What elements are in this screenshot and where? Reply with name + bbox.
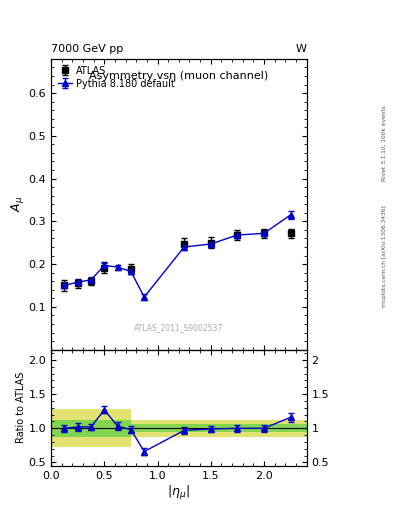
Text: Asymmetry vsη (muon channel): Asymmetry vsη (muon channel) [89,71,268,80]
Text: W: W [296,44,307,54]
Text: mcplots.cern.ch [arXiv:1306.3436]: mcplots.cern.ch [arXiv:1306.3436] [382,205,387,307]
Text: Rivet 3.1.10, 100k events: Rivet 3.1.10, 100k events [382,105,387,181]
Legend: ATLAS, Pythia 8.180 default: ATLAS, Pythia 8.180 default [56,63,177,91]
Y-axis label: Ratio to ATLAS: Ratio to ATLAS [16,372,26,443]
Text: ATLAS_2011_S9002537: ATLAS_2011_S9002537 [134,323,224,332]
Y-axis label: $A_\mu$: $A_\mu$ [9,196,26,212]
Text: 7000 GeV pp: 7000 GeV pp [51,44,123,54]
X-axis label: $|\eta_\mu|$: $|\eta_\mu|$ [167,483,190,502]
